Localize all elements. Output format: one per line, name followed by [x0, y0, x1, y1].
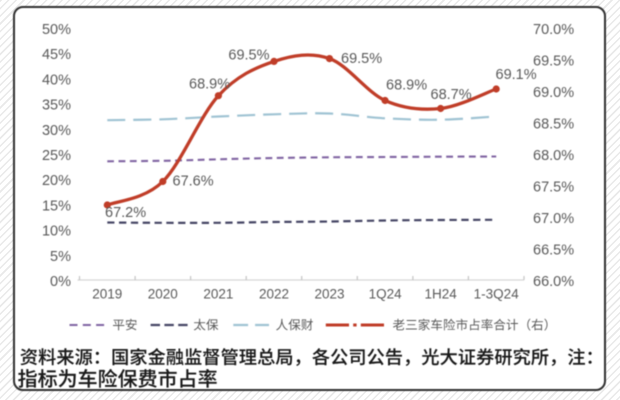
svg-text:69.1%: 69.1%: [496, 67, 537, 83]
svg-text:30%: 30%: [42, 123, 71, 139]
svg-text:66.5%: 66.5%: [533, 243, 574, 259]
svg-text:68.9%: 68.9%: [386, 77, 427, 93]
svg-text:15%: 15%: [42, 198, 71, 214]
svg-text:67.0%: 67.0%: [533, 211, 574, 227]
svg-text:10%: 10%: [42, 224, 71, 240]
svg-text:20%: 20%: [42, 173, 71, 189]
svg-text:69.0%: 69.0%: [533, 85, 574, 101]
svg-text:66.0%: 66.0%: [533, 274, 574, 290]
svg-text:25%: 25%: [42, 148, 71, 164]
svg-text:1-3Q24: 1-3Q24: [474, 287, 520, 302]
svg-text:69.5%: 69.5%: [341, 51, 382, 67]
svg-text:67.5%: 67.5%: [533, 180, 574, 196]
svg-text:70.0%: 70.0%: [533, 22, 574, 38]
svg-text:2021: 2021: [203, 287, 233, 302]
svg-text:50%: 50%: [42, 22, 71, 38]
svg-text:2023: 2023: [314, 287, 344, 302]
svg-text:1H24: 1H24: [424, 287, 457, 302]
svg-text:40%: 40%: [42, 72, 71, 88]
svg-text:67.2%: 67.2%: [105, 205, 146, 221]
svg-text:2020: 2020: [148, 287, 178, 302]
svg-text:68.9%: 68.9%: [189, 77, 230, 93]
svg-text:2022: 2022: [259, 287, 289, 302]
svg-text:5%: 5%: [50, 249, 71, 265]
svg-text:68.0%: 68.0%: [533, 148, 574, 164]
svg-text:69.5%: 69.5%: [533, 54, 574, 70]
svg-text:2019: 2019: [92, 287, 122, 302]
svg-text:69.5%: 69.5%: [228, 48, 269, 64]
svg-text:68.7%: 68.7%: [431, 87, 472, 103]
svg-text:0%: 0%: [50, 274, 71, 290]
svg-text:67.6%: 67.6%: [173, 174, 214, 190]
svg-text:1Q24: 1Q24: [369, 287, 403, 302]
svg-text:35%: 35%: [42, 98, 71, 114]
svg-text:68.5%: 68.5%: [533, 117, 574, 133]
svg-text:45%: 45%: [42, 47, 71, 63]
